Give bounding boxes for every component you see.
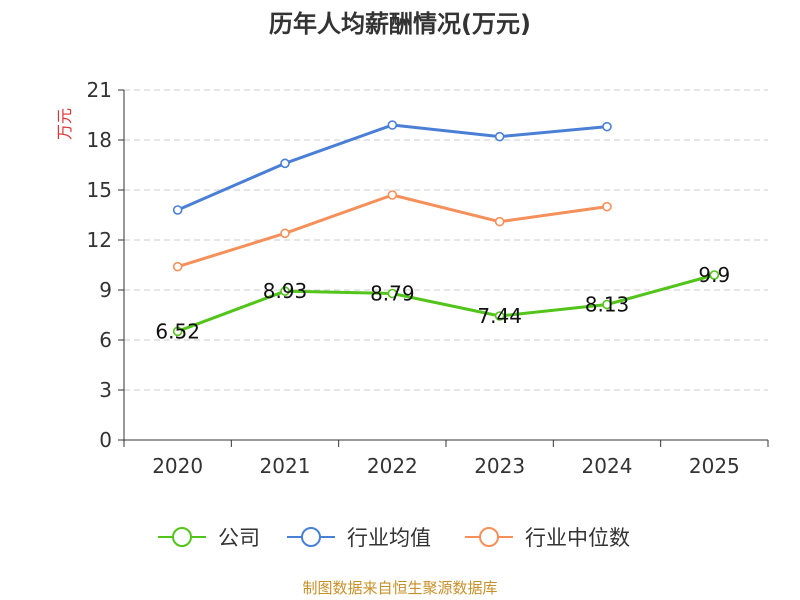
data-point bbox=[387, 288, 398, 299]
y-tick-label: 3 bbox=[99, 378, 112, 402]
data-point bbox=[280, 286, 290, 296]
y-tick-label: 15 bbox=[87, 178, 112, 202]
legend-marker bbox=[301, 527, 321, 547]
series-line-2 bbox=[176, 193, 609, 269]
legend-marker bbox=[172, 527, 192, 547]
x-tick-label: 2024 bbox=[582, 454, 633, 478]
data-point bbox=[494, 311, 505, 321]
data-label: 8.79 bbox=[370, 282, 415, 306]
grid-lines bbox=[124, 89, 768, 391]
data-point bbox=[280, 228, 290, 239]
data-point bbox=[172, 326, 183, 337]
series-line-0 bbox=[176, 273, 716, 333]
data-point bbox=[602, 201, 612, 212]
source-note: 制图数据来自恒生聚源数据库 bbox=[302, 579, 497, 597]
x-tick-label: 2025 bbox=[689, 454, 740, 478]
y-tick-label: 9 bbox=[99, 278, 112, 302]
y-axis-label: 万元 bbox=[55, 108, 74, 140]
data-label: 9.9 bbox=[698, 263, 730, 287]
data-point bbox=[172, 261, 183, 272]
y-tick-label: 21 bbox=[87, 78, 112, 102]
x-tick-label: 2023 bbox=[474, 454, 525, 478]
axes: 0 3 6 9 12 15 18 21 2020 2021 2022 2023 2024 2025 bbox=[87, 78, 769, 478]
x-tick-label: 2022 bbox=[367, 454, 418, 478]
data-point bbox=[494, 216, 505, 227]
legend-marker bbox=[479, 527, 499, 547]
series-group bbox=[172, 120, 720, 337]
data-label: 8.13 bbox=[585, 293, 630, 317]
data-label: 7.44 bbox=[477, 304, 522, 328]
legend-label: 公司 bbox=[218, 526, 260, 550]
data-point bbox=[602, 299, 612, 310]
y-tick-label: 12 bbox=[87, 228, 112, 252]
y-tick-label: 0 bbox=[99, 428, 112, 452]
y-tick-label: 6 bbox=[99, 328, 112, 352]
legend-label: 行业均值 bbox=[347, 526, 431, 550]
data-label: 6.52 bbox=[155, 319, 200, 343]
data-point bbox=[602, 121, 612, 132]
data-labels: 6.52 8.93 8.79 7.44 8.13 9.9 bbox=[155, 263, 730, 343]
data-point bbox=[494, 131, 505, 142]
data-point bbox=[387, 190, 398, 200]
data-point bbox=[172, 205, 183, 215]
x-tick-label: 2020 bbox=[152, 454, 203, 478]
legend-label: 行业中位数 bbox=[525, 526, 630, 550]
legend: 公司 行业均值 行业中位数 bbox=[158, 526, 630, 550]
x-tick-label: 2021 bbox=[260, 454, 311, 478]
chart-title: 历年人均薪酬情况(万元) bbox=[269, 10, 531, 38]
data-label: 8.93 bbox=[263, 279, 308, 303]
data-point bbox=[280, 158, 290, 169]
data-point bbox=[387, 120, 398, 130]
data-point bbox=[709, 270, 720, 280]
y-tick-label: 18 bbox=[87, 128, 112, 152]
